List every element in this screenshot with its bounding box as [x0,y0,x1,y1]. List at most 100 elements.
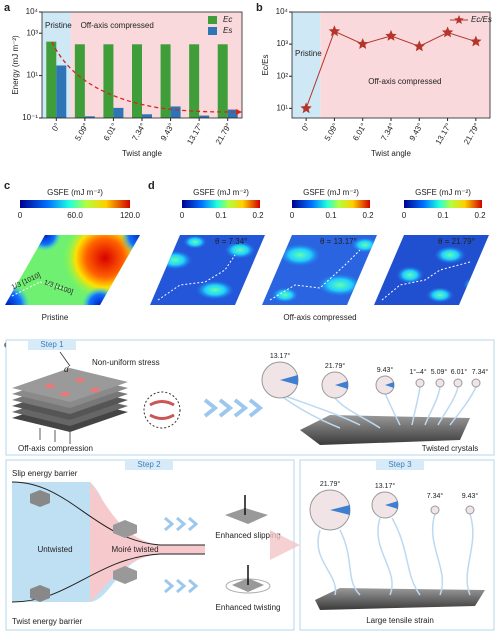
angle-label: 9.43° [462,492,479,500]
fibers [279,386,477,429]
mechanism-label: Enhanced twisting [216,603,281,612]
bar [46,41,57,118]
bar [84,116,95,118]
compressed-region [320,12,490,118]
angle-label: θ = 13.17° [320,237,357,246]
angle-label: 1°–4° [409,368,426,376]
step-badge [376,459,424,470]
star-marker [470,35,482,47]
x-tick-label: 5.09° [73,122,90,143]
bar [103,44,114,118]
crystal-slab [300,415,470,445]
chevrons [164,516,199,594]
barrier-curves [11,481,205,603]
angle-label: 9.43° [377,366,394,374]
step-badge [125,459,173,470]
angle-label: 5.09° [431,368,448,376]
legend-label: Ec/Es [471,15,492,24]
x-tick-label: 7.34° [379,122,396,143]
colorbar-tick: 0 [402,211,407,220]
legend-swatch [208,27,217,35]
star-marker [328,25,341,37]
grains [261,361,481,399]
trend-arrow [236,109,242,115]
legend-swatch [208,16,217,24]
bar [217,44,228,118]
colorbar-tick: 0 [180,211,185,220]
star-marker [357,38,369,49]
angle-label: θ = 7.34° [215,237,247,246]
x-tick-label: 7.34° [130,122,147,143]
y-tick-label: 10² [276,71,288,80]
chevrons [203,398,264,418]
x-tick-label: 6.01° [351,122,368,143]
path-arrow [11,281,69,297]
path-arrows [157,249,471,301]
hex-icon [113,566,137,584]
angle-label: 13.17° [270,352,291,360]
star-marker [441,26,454,38]
colorbar-title: GSFE (mJ m⁻²) [193,188,249,197]
angle-label: θ = 21.79° [438,237,475,246]
x-axis-label: Twist angle [122,149,163,158]
x-axis-label: Twist angle [371,149,412,158]
colorbar-tick: 0.2 [252,211,264,220]
colorbar-tick: 0.1 [215,211,227,220]
colorbar-tick: 0.2 [362,211,374,220]
colorbar-title: GSFE (mJ m⁻²) [303,188,359,197]
star-marker [413,40,425,52]
annotation: Off-axis compressed [81,21,154,30]
bar [113,107,124,118]
x-tick-label: 9.43° [408,122,425,143]
colorbar-tick: 0.1 [325,211,337,220]
colorbars [182,200,482,208]
mechanism-label: Enhanced slipping [215,531,280,540]
colorbar-tick: 0.1 [437,211,449,220]
annotation: Off-axis compressed [368,77,441,86]
y-tick-label: 10⁴ [26,7,39,16]
colorbar-tick: 60.0 [67,211,83,220]
bar [142,114,152,118]
colorbar [20,200,130,208]
barrier-label: Slip energy barrier [12,469,78,478]
y-axis-label: Energy (mJ m⁻²) [11,35,20,95]
x-tick-label: 13.17° [185,122,204,147]
colorbar-tick: 0 [18,211,23,220]
map-caption: Pristine [42,313,69,322]
bar [132,44,142,118]
hex-icon [113,520,137,538]
panel-letter: c [4,180,10,192]
caption: Large tensile strain [366,616,434,625]
x-tick-label: 9.43° [159,122,176,143]
star-marker [300,102,312,114]
d-label: d [64,365,69,374]
y-tick-label: 10⁻¹ [22,113,38,122]
hex-icon [30,490,50,507]
step-label: Step 3 [388,460,412,469]
x-tick-label: 21.79° [462,122,481,147]
zoom-layers [149,400,175,420]
y-tick-label: 10⁴ [276,7,289,16]
bar [74,44,85,118]
plot-frame [291,11,491,119]
force-arrows [39,351,71,444]
pristine-region [292,12,321,118]
gsfe-map [150,235,265,305]
hex-icon [30,585,50,602]
zoom-circle [143,391,181,429]
angle-label: 21.79° [320,480,341,488]
colorbar-tick: 120.0 [120,211,141,220]
compression-label: Off-axis compression [18,444,93,453]
bar [199,115,210,118]
bar [189,44,200,118]
x-tick-label: 21.79° [214,122,233,147]
y-tick-label: 10³ [276,39,288,48]
star-marker [385,29,397,41]
colorbar [292,200,370,208]
y-tick-label: 10³ [26,28,38,37]
angle-label: 13.17° [375,482,396,490]
legend-label: Es [223,26,232,35]
gsfe-map [5,235,140,305]
annotation: Pristine [295,49,322,58]
